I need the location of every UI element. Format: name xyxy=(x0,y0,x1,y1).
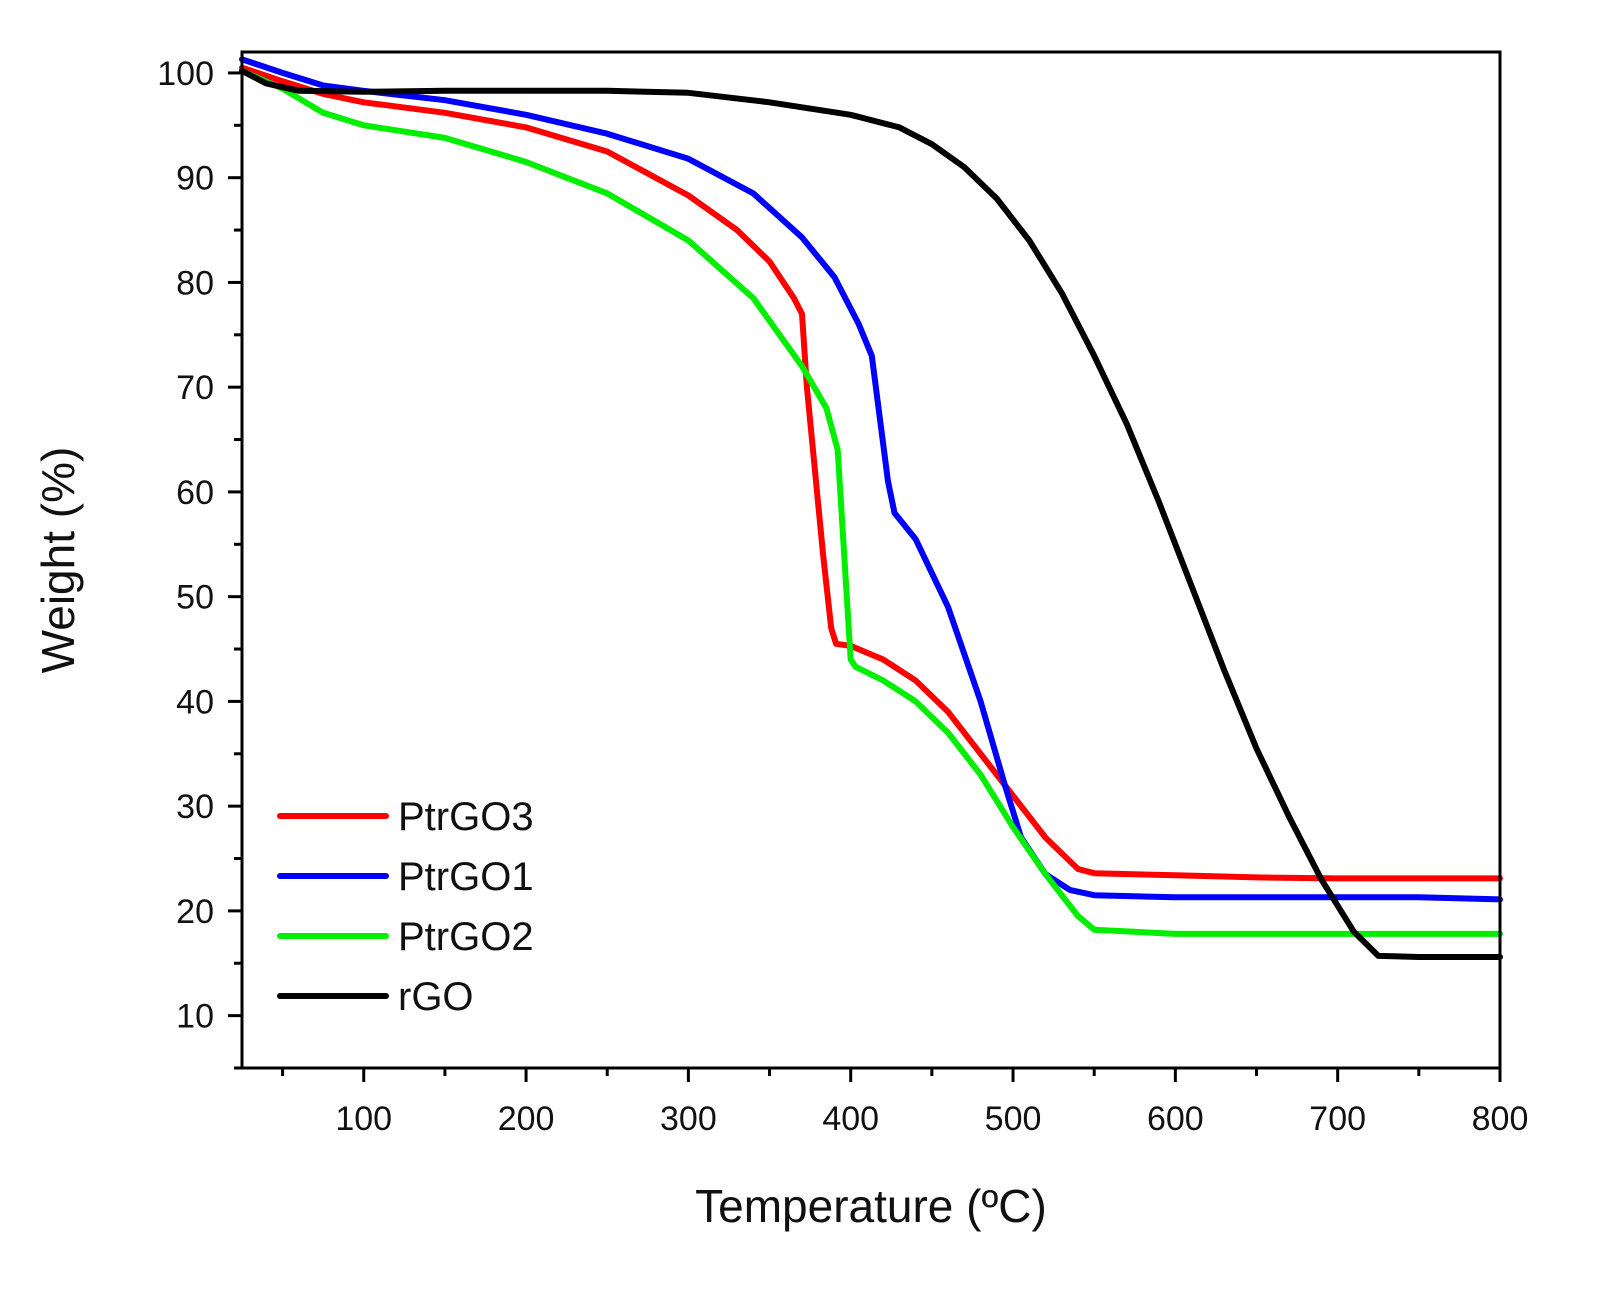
series-line-rgo xyxy=(239,67,1503,960)
series-line-ptrgo2 xyxy=(239,67,1503,937)
y-tick-label: 60 xyxy=(176,474,214,512)
axis-ticks xyxy=(228,71,1502,1082)
y-tick-label: 80 xyxy=(176,264,214,302)
y-tick-label: 40 xyxy=(176,683,214,721)
series-lines xyxy=(239,56,1503,960)
y-tick-label: 90 xyxy=(176,160,214,198)
y-tick-label: 70 xyxy=(176,369,214,407)
x-tick-label: 300 xyxy=(660,1100,717,1138)
legend-label-ptrgo2: PtrGO2 xyxy=(398,915,534,959)
series-line-ptrgo1 xyxy=(239,56,1503,903)
x-axis-title: Temperature (ºC) xyxy=(695,1180,1047,1232)
legend-label-rgo: rGO xyxy=(398,975,474,1019)
y-axis-title: Weight (%) xyxy=(32,447,84,674)
tick-labels: 100 200 300 400 500 600 700 800 10 20 30 40 50 60 70 80… xyxy=(157,55,1528,1138)
y-tick-label: 50 xyxy=(176,579,214,617)
y-tick-label: 10 xyxy=(176,998,214,1036)
x-tick-label: 700 xyxy=(1309,1100,1366,1138)
x-tick-label: 100 xyxy=(335,1100,392,1138)
y-tick-label: 100 xyxy=(157,55,214,93)
x-tick-label: 500 xyxy=(985,1100,1042,1138)
legend-label-ptrgo1: PtrGO1 xyxy=(398,855,534,899)
y-tick-label: 30 xyxy=(176,788,214,826)
x-tick-label: 600 xyxy=(1147,1100,1204,1138)
legend: PtrGO3 PtrGO1 PtrGO2 rGO xyxy=(277,795,534,1019)
legend-label-ptrgo3: PtrGO3 xyxy=(398,795,534,839)
series-line-ptrgo3 xyxy=(239,64,1503,882)
x-tick-label: 400 xyxy=(822,1100,879,1138)
plot-frame xyxy=(240,50,1502,1070)
y-tick-label: 20 xyxy=(176,893,214,931)
x-tick-label: 800 xyxy=(1472,1100,1529,1138)
x-tick-label: 200 xyxy=(498,1100,555,1138)
